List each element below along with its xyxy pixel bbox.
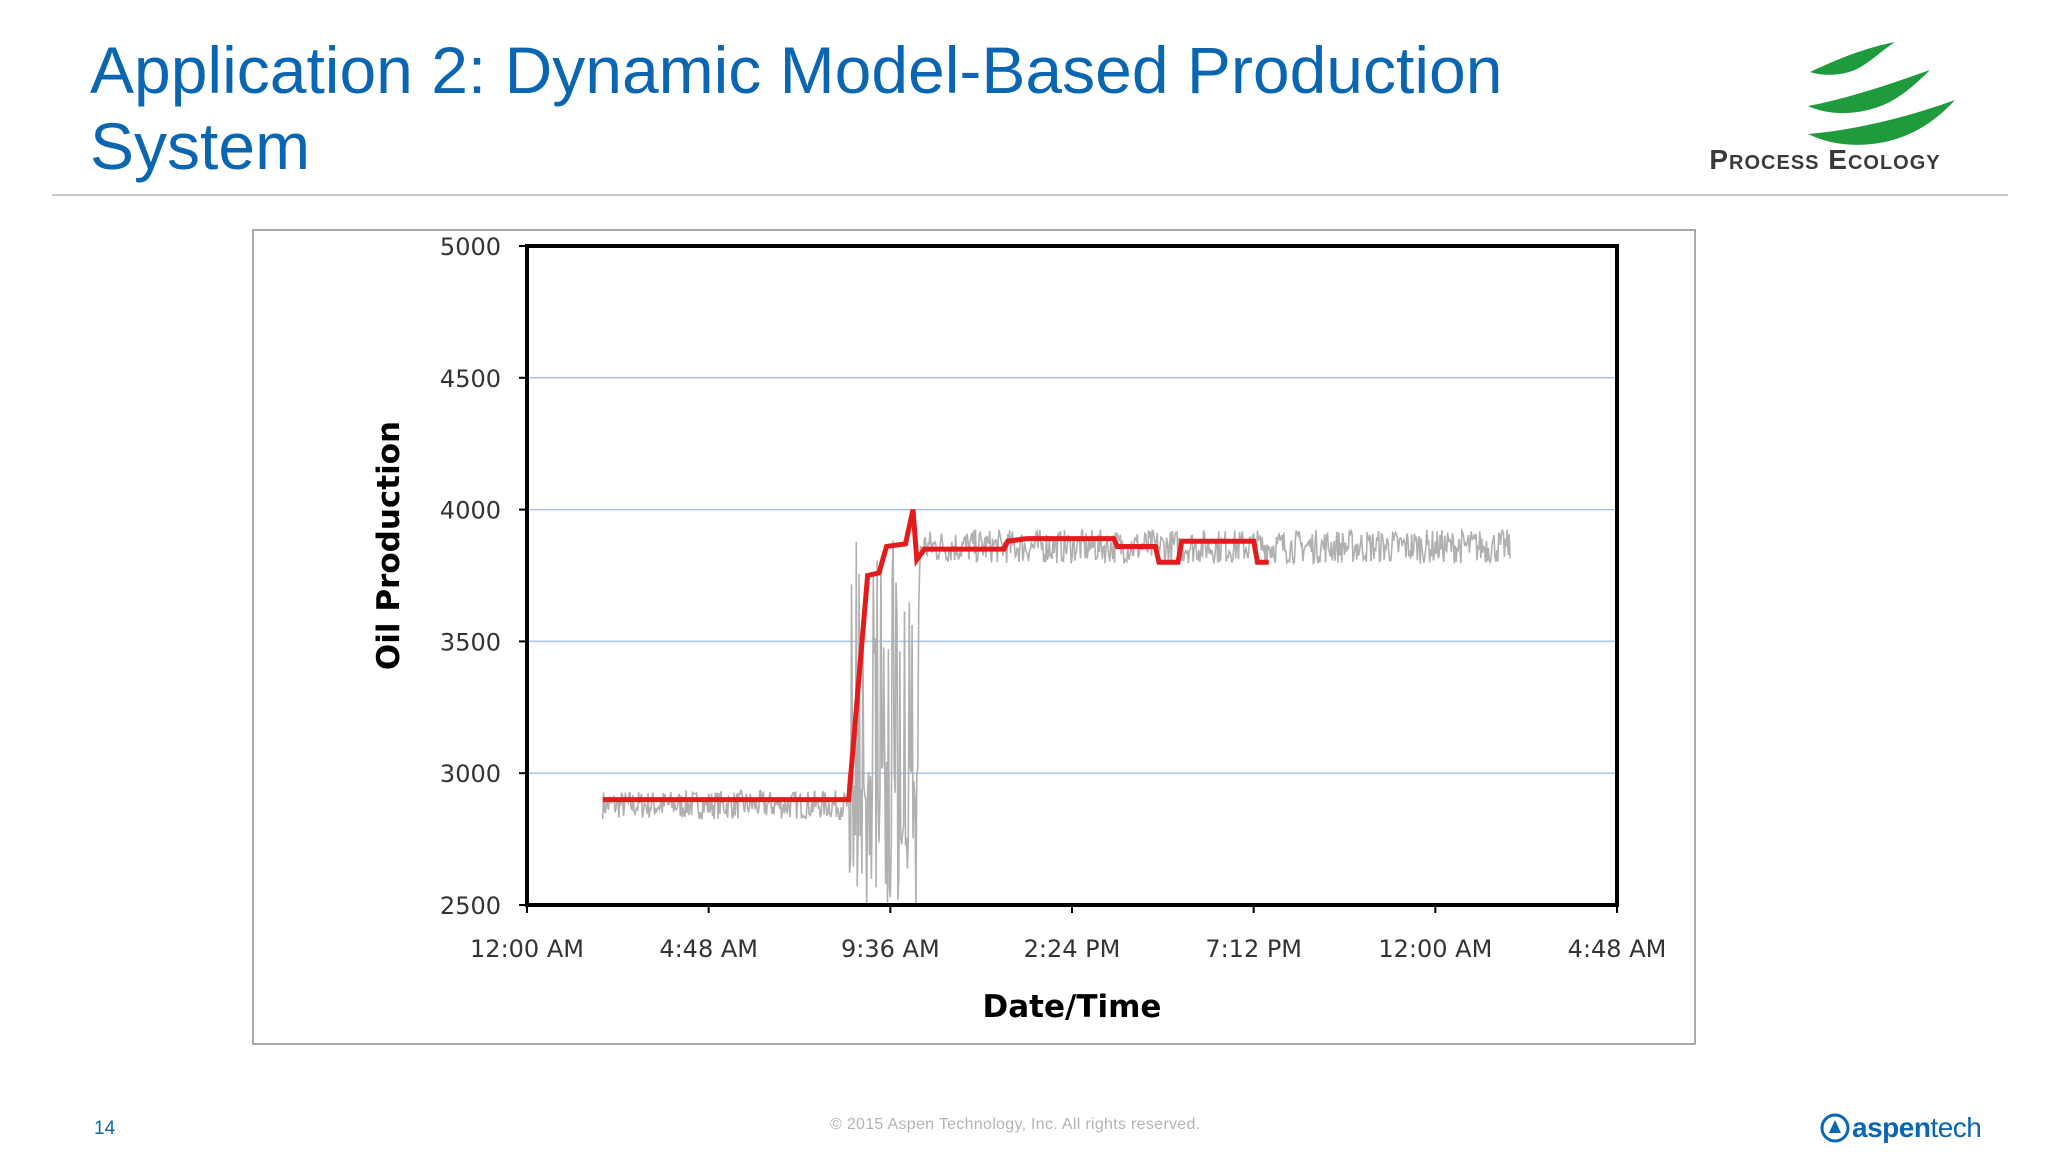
x-axis-ticks: 12:00 AM 4:48 AM 9:36 AM 2:24 PM 7:12 PM 12:0… <box>470 905 1666 963</box>
page-number: 14 <box>94 1118 116 1139</box>
process-ecology-logo <box>1690 36 1990 186</box>
logo-wordmark: Process Ecology <box>1709 144 1941 175</box>
y-axis-label: Oil Production <box>371 421 407 670</box>
x-tick-label-3: 2:24 PM <box>1024 935 1121 963</box>
y-tick-label-5000: 5000 <box>440 233 501 261</box>
y-tick-label-3500: 3500 <box>440 628 501 656</box>
title-divider <box>52 194 2008 196</box>
aspentech-logo: aspentech <box>1820 1108 2020 1148</box>
y-tick-label-2500: 2500 <box>440 892 501 920</box>
aspentech-mark-icon <box>1820 1113 1850 1143</box>
y-tick-label-4000: 4000 <box>440 497 501 525</box>
x-axis-label: Date/Time <box>983 989 1162 1025</box>
y-tick-label-3000: 3000 <box>440 760 501 788</box>
x-tick-label-5: 12:00 AM <box>1378 935 1492 963</box>
y-tick-label-4500: 4500 <box>440 365 501 393</box>
model-series <box>602 509 1269 803</box>
x-tick-label-1: 4:48 AM <box>659 935 758 963</box>
x-tick-label-4: 7:12 PM <box>1205 935 1302 963</box>
copyright-notice: © 2015 Aspen Technology, Inc. All rights… <box>830 1116 1201 1133</box>
slide-title: Application 2: Dynamic Model-Based Produ… <box>90 33 1503 183</box>
x-tick-label-2: 9:36 AM <box>841 935 940 963</box>
x-tick-label-6: 4:48 AM <box>1568 935 1667 963</box>
x-tick-label-0: 12:00 AM <box>470 935 584 963</box>
measured-line <box>601 527 1511 904</box>
y-axis-ticks: 2500 3000 3500 4000 4500 5000 <box>440 233 527 920</box>
chart-gridlines <box>527 377 1617 774</box>
oil-production-chart: 2500 3000 3500 4000 4500 5000 12:00 AM 4:48 AM… <box>371 233 1666 1025</box>
brand-bold: aspen <box>1852 1112 1931 1143</box>
measured-series <box>601 527 1511 904</box>
chart-container: 2500 3000 3500 4000 4500 5000 12:00 AM 4:48 AM… <box>252 229 1696 1045</box>
brand-light: tech <box>1930 1112 1982 1143</box>
model-line <box>602 509 1269 803</box>
swoosh-logo-icon <box>1808 42 1955 145</box>
